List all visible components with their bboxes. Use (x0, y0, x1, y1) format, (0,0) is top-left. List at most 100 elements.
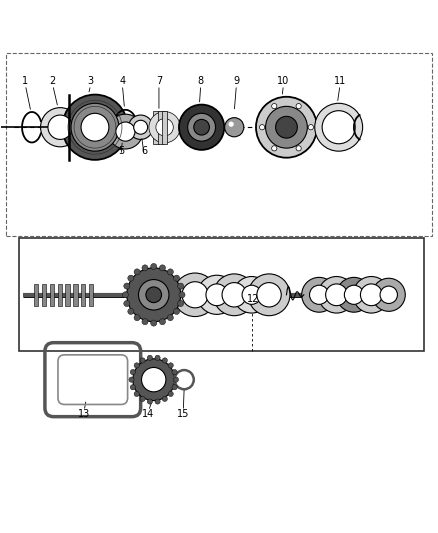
Circle shape (187, 114, 215, 141)
Circle shape (344, 285, 364, 304)
Circle shape (248, 274, 290, 316)
Circle shape (172, 369, 177, 375)
Circle shape (108, 114, 143, 149)
Text: 10: 10 (277, 76, 290, 86)
Circle shape (116, 122, 135, 141)
Circle shape (162, 358, 167, 363)
Circle shape (173, 273, 217, 317)
Bar (158, 111, 163, 144)
Circle shape (156, 118, 173, 136)
Circle shape (128, 309, 134, 314)
Circle shape (134, 363, 139, 368)
Circle shape (146, 287, 162, 303)
Circle shape (336, 277, 371, 312)
Text: 13: 13 (78, 409, 90, 419)
Circle shape (206, 284, 228, 305)
Circle shape (182, 282, 208, 308)
Circle shape (155, 355, 160, 360)
Circle shape (155, 399, 160, 404)
Circle shape (257, 282, 281, 307)
Circle shape (138, 279, 169, 310)
Circle shape (167, 269, 173, 275)
Circle shape (353, 277, 390, 313)
Circle shape (142, 265, 148, 271)
Circle shape (162, 396, 167, 401)
Bar (73, 284, 78, 305)
Text: 1: 1 (22, 76, 28, 86)
Circle shape (322, 111, 355, 144)
Circle shape (168, 363, 173, 368)
Circle shape (380, 286, 397, 303)
Circle shape (122, 292, 128, 298)
Circle shape (124, 283, 130, 289)
Circle shape (173, 275, 180, 281)
Circle shape (256, 97, 317, 158)
Bar (162, 111, 167, 144)
Circle shape (149, 111, 180, 143)
Circle shape (177, 283, 184, 289)
Circle shape (296, 146, 301, 151)
Circle shape (177, 301, 184, 306)
Circle shape (310, 285, 328, 304)
Text: 3: 3 (88, 76, 94, 86)
Circle shape (147, 399, 152, 404)
Circle shape (41, 108, 80, 147)
Circle shape (141, 367, 166, 392)
Circle shape (140, 396, 145, 401)
Bar (81, 284, 85, 305)
Circle shape (222, 282, 247, 307)
Bar (34, 284, 39, 305)
Circle shape (48, 115, 72, 140)
Circle shape (259, 125, 265, 130)
Circle shape (179, 104, 224, 150)
Bar (153, 111, 159, 144)
Text: 5: 5 (118, 146, 124, 156)
Circle shape (172, 385, 177, 390)
Bar (6, 53, 432, 236)
Bar (57, 284, 62, 305)
Circle shape (296, 103, 301, 109)
Circle shape (233, 277, 270, 313)
Circle shape (81, 114, 109, 141)
Circle shape (168, 391, 173, 397)
Circle shape (128, 275, 134, 281)
Circle shape (318, 277, 355, 313)
Circle shape (133, 359, 175, 400)
Circle shape (372, 278, 405, 311)
Circle shape (242, 285, 261, 304)
Circle shape (265, 107, 307, 148)
Circle shape (194, 119, 209, 135)
Text: 9: 9 (233, 76, 240, 86)
Circle shape (128, 115, 153, 140)
Circle shape (197, 275, 237, 314)
Circle shape (272, 103, 277, 109)
Circle shape (173, 377, 179, 382)
Circle shape (134, 120, 148, 134)
Bar (65, 284, 70, 305)
Text: 12: 12 (247, 294, 259, 304)
Circle shape (315, 103, 363, 151)
Circle shape (308, 125, 314, 130)
Circle shape (325, 284, 347, 305)
Circle shape (167, 314, 173, 321)
Bar (89, 284, 93, 305)
Bar (19, 238, 424, 351)
Circle shape (213, 274, 255, 316)
Circle shape (151, 320, 157, 326)
Text: 2: 2 (49, 76, 56, 86)
Text: 7: 7 (156, 76, 162, 86)
Circle shape (62, 94, 127, 160)
Circle shape (159, 265, 166, 271)
Circle shape (179, 292, 185, 298)
Text: 14: 14 (142, 409, 155, 419)
Bar (49, 284, 54, 305)
Circle shape (129, 377, 134, 382)
Circle shape (134, 314, 140, 321)
Circle shape (130, 385, 135, 390)
Circle shape (134, 269, 140, 275)
Circle shape (173, 309, 180, 314)
Circle shape (147, 355, 152, 360)
Circle shape (71, 103, 119, 151)
Circle shape (225, 118, 244, 137)
Circle shape (151, 263, 157, 270)
